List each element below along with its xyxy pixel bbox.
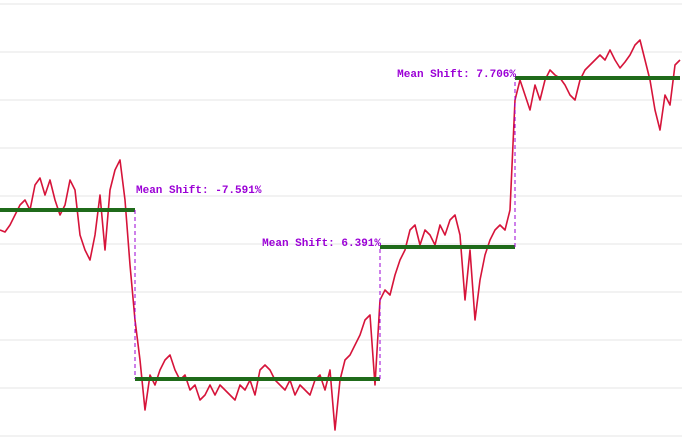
series-line: [0, 39, 681, 431]
shift-annotation: Mean Shift: -7.591%: [136, 185, 262, 197]
shift-annotation: Mean Shift: 6.391%: [262, 238, 381, 250]
shift-annotation: Mean Shift: 7.706%: [397, 69, 516, 81]
